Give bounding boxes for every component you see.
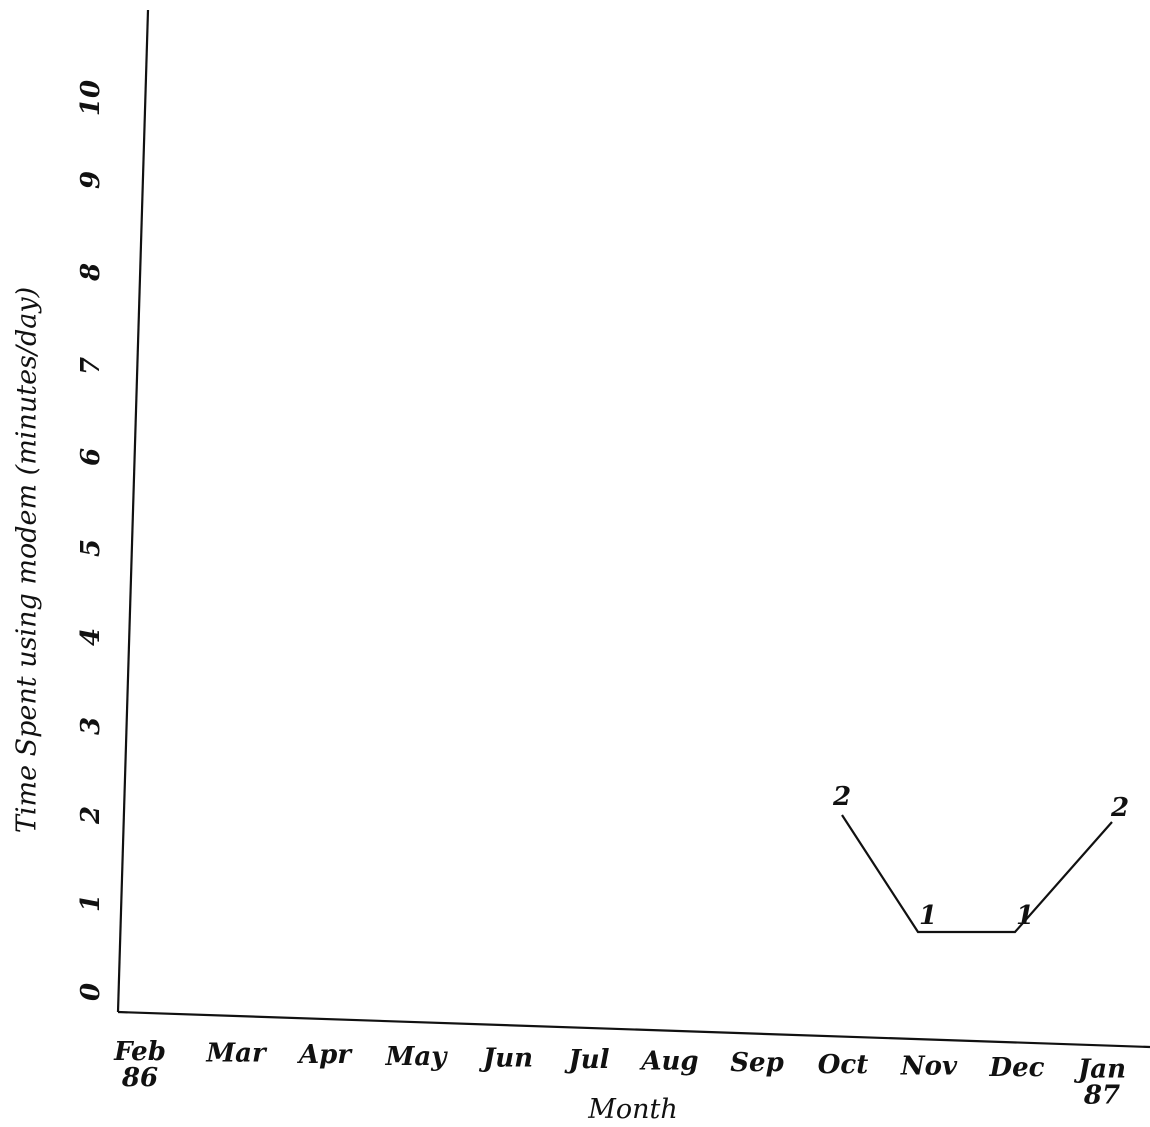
- data-point-label: 1: [1016, 901, 1034, 931]
- y-tick-label: 7: [76, 357, 106, 375]
- x-tick-label-year: 86: [121, 1063, 158, 1093]
- y-tick-label: 8: [76, 263, 106, 282]
- y-tick-label: 1: [76, 894, 106, 912]
- data-point-label: 1: [919, 901, 937, 931]
- series-line: [841, 814, 1113, 934]
- y-tick-label: 5: [76, 539, 106, 557]
- y-tick-label: 6: [76, 448, 106, 466]
- y-tick-label: 10: [76, 80, 106, 116]
- data-point-label: 2: [832, 782, 851, 812]
- x-tick-label: Oct: [818, 1050, 869, 1080]
- y-tick-label: 4: [76, 628, 106, 646]
- x-axis-label: Month: [587, 1094, 678, 1125]
- x-tick-label: Jan: [1073, 1055, 1126, 1085]
- y-axis-line: [116, 9, 150, 1013]
- x-tick-label: May: [385, 1042, 449, 1072]
- y-tick-label: 9: [76, 171, 106, 189]
- y-tick-label: 0: [76, 983, 106, 1001]
- data-point-label: 2: [1110, 793, 1129, 823]
- x-tick-label: Sep: [730, 1048, 784, 1078]
- y-tick-label: 3: [76, 717, 106, 735]
- x-tick-label: Jun: [478, 1043, 533, 1073]
- x-tick-label: Apr: [296, 1040, 353, 1070]
- x-tick-label: Mar: [205, 1039, 268, 1069]
- x-tick-label: Jul: [563, 1045, 609, 1075]
- x-tick-label: Feb: [113, 1037, 166, 1067]
- x-axis-line: [117, 1010, 1150, 1049]
- y-tick-label: 2: [76, 806, 106, 825]
- x-tick-label: Dec: [989, 1053, 1045, 1083]
- x-tick-label: Nov: [900, 1051, 958, 1081]
- x-tick-label-year: 87: [1083, 1081, 1120, 1111]
- x-tick-label: Aug: [638, 1047, 698, 1077]
- y-axis-label: Time Spent using modem (minutes/day): [12, 287, 43, 833]
